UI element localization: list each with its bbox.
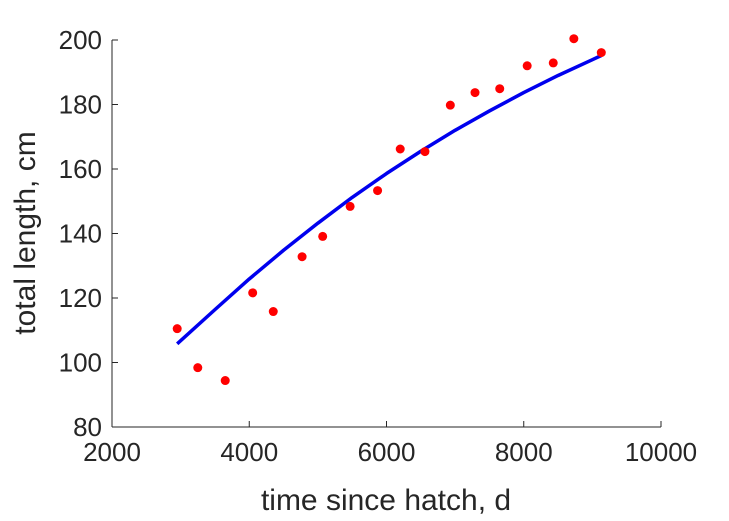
x-tick-label: 2000 [83,437,141,467]
x-tick-label: 6000 [358,437,416,467]
data-point [395,144,405,154]
data-point [318,231,328,241]
x-tick-label: 10000 [625,437,697,467]
y-tick-label: 180 [59,90,102,120]
fit-line [176,53,603,346]
data-point [220,376,230,386]
y-tick-label: 120 [59,283,102,313]
y-tick-label: 200 [59,25,102,55]
y-tick-label: 160 [59,154,102,184]
data-point [373,186,383,196]
data-point [548,58,558,68]
data-point [172,324,182,334]
y-tick-label: 100 [59,348,102,378]
data-point [596,48,606,58]
data-point [495,84,505,94]
plot-area [172,34,606,386]
data-point [420,147,430,157]
data-point [268,307,278,317]
data-point [297,252,307,262]
x-tick-label: 4000 [220,437,278,467]
y-tick-label: 140 [59,219,102,249]
data-point [345,201,355,211]
y-axis-label: total length, cm [9,131,42,334]
data-point [193,363,203,373]
data-point [470,88,480,98]
ticks: 2000 4000 6000 8000 10000 80 100 120 140 160 180 20… [59,25,698,467]
data-point [569,34,579,44]
data-point [248,288,258,298]
x-tick-label: 8000 [495,437,553,467]
data-point [445,100,455,110]
y-tick-label: 80 [73,412,102,442]
data-point [522,61,532,71]
x-axis-label: time since hatch, d [261,484,511,517]
